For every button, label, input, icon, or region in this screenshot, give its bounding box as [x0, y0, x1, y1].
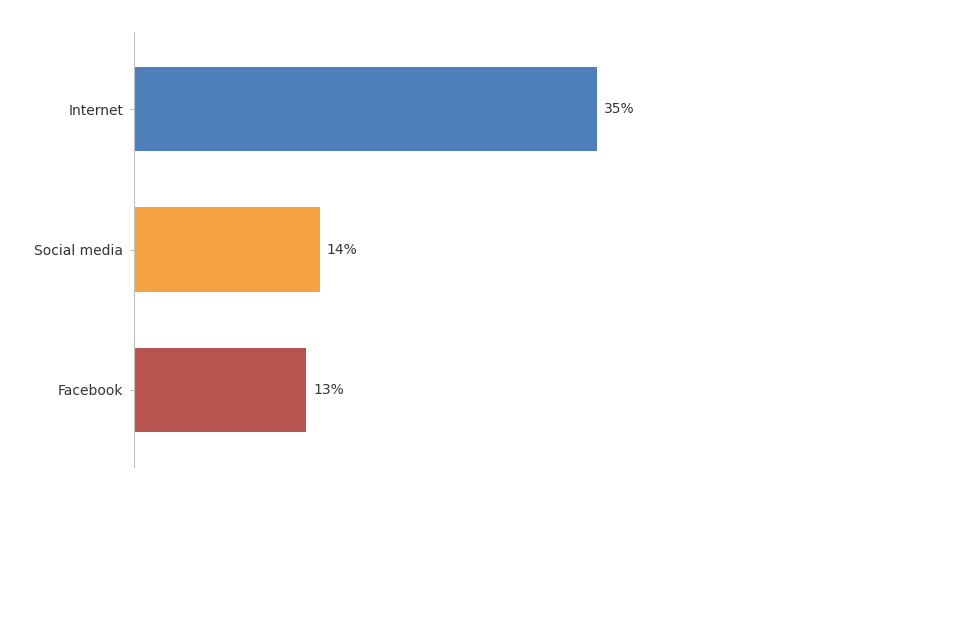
Text: 35%: 35% — [604, 102, 635, 116]
Text: 14%: 14% — [326, 243, 357, 257]
Bar — [134, 348, 306, 432]
Bar — [134, 207, 320, 292]
Text: 13%: 13% — [313, 383, 344, 397]
Bar — [134, 67, 597, 151]
